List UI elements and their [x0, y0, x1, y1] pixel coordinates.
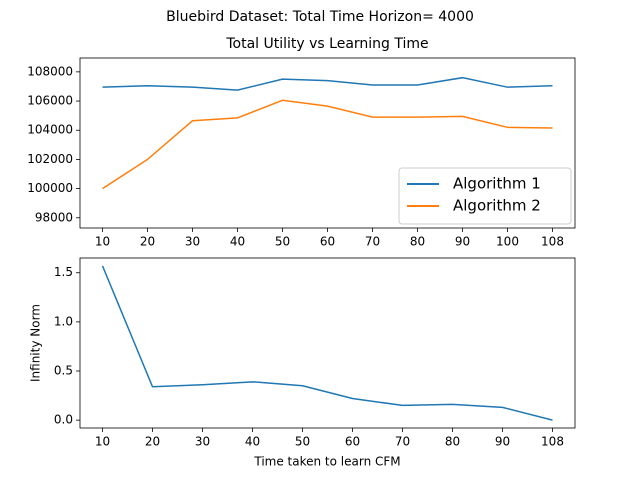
axes-frame [79, 57, 576, 229]
y-tick-label: 100000 [27, 181, 73, 195]
x-tick-label: 60 [345, 435, 360, 449]
y-tick-label: 104000 [27, 123, 73, 137]
x-tick-label: 40 [230, 235, 245, 249]
x-tick-label: 90 [455, 235, 470, 249]
x-tick-label: 50 [275, 235, 290, 249]
x-tick-label: 100 [496, 235, 519, 249]
x-tick-label: 30 [185, 235, 200, 249]
x-tick-label: 70 [365, 235, 380, 249]
x-tick-label: 60 [320, 235, 335, 249]
x-tick-label: 50 [295, 435, 310, 449]
figure-title: Bluebird Dataset: Total Time Horizon= 40… [166, 9, 474, 25]
y-tick-label: 98000 [35, 210, 73, 224]
x-tick-label: 80 [410, 235, 425, 249]
x-tick-label: 20 [145, 435, 160, 449]
x-tick-label: 10 [95, 235, 110, 249]
x-tick-label: 90 [495, 435, 510, 449]
x-tick-label: 30 [195, 435, 210, 449]
x-tick-label: 70 [395, 435, 410, 449]
y-tick-label: 1.0 [54, 314, 73, 328]
legend-box [398, 167, 572, 225]
series-line [102, 76, 553, 91]
x-tick-label: 108 [541, 435, 564, 449]
x-tick-label: 40 [245, 435, 260, 449]
y-tick-label: 1.5 [54, 265, 73, 279]
y-axis-label: Infinity Norm [29, 304, 43, 382]
legend-label: Algorithm 2 [453, 197, 541, 215]
x-tick-label: 10 [95, 435, 110, 449]
x-tick-label: 20 [140, 235, 155, 249]
y-tick-label: 0.0 [54, 413, 73, 427]
series-line [102, 99, 553, 190]
x-tick-label: 80 [445, 435, 460, 449]
y-tick-label: 0.5 [54, 364, 73, 378]
axes-frame [79, 257, 576, 429]
axes-title: Total Utility vs Learning Time [225, 36, 428, 52]
series-line [101, 265, 553, 421]
y-tick-label: 106000 [27, 94, 73, 108]
x-tick-label: 108 [541, 235, 564, 249]
y-tick-label: 108000 [27, 64, 73, 78]
y-tick-label: 102000 [27, 152, 73, 166]
x-axis-label: Time taken to learn CFM [253, 455, 400, 469]
legend-label: Algorithm 1 [453, 175, 541, 193]
